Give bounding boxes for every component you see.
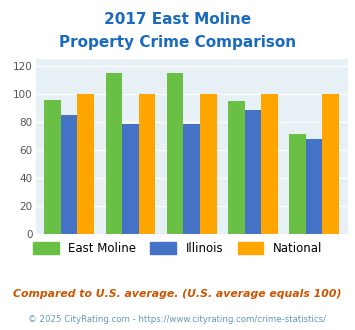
Text: Compared to U.S. average. (U.S. average equals 100): Compared to U.S. average. (U.S. average … bbox=[13, 289, 342, 299]
Bar bbox=[61, 115, 77, 234]
Bar bbox=[139, 94, 155, 234]
Bar bbox=[261, 94, 278, 234]
Bar bbox=[322, 94, 339, 234]
Bar bbox=[228, 101, 245, 234]
Bar bbox=[289, 134, 306, 234]
Bar bbox=[184, 124, 200, 234]
Bar bbox=[44, 100, 61, 234]
Bar bbox=[77, 94, 94, 234]
Bar bbox=[306, 139, 322, 234]
Bar bbox=[200, 94, 217, 234]
Bar bbox=[245, 110, 261, 234]
Bar bbox=[122, 124, 139, 234]
Text: 2017 East Moline: 2017 East Moline bbox=[104, 12, 251, 26]
Bar bbox=[106, 73, 122, 234]
Text: © 2025 CityRating.com - https://www.cityrating.com/crime-statistics/: © 2025 CityRating.com - https://www.city… bbox=[28, 315, 327, 324]
Bar bbox=[167, 73, 184, 234]
Text: Property Crime Comparison: Property Crime Comparison bbox=[59, 35, 296, 50]
Legend: East Moline, Illinois, National: East Moline, Illinois, National bbox=[28, 237, 327, 260]
